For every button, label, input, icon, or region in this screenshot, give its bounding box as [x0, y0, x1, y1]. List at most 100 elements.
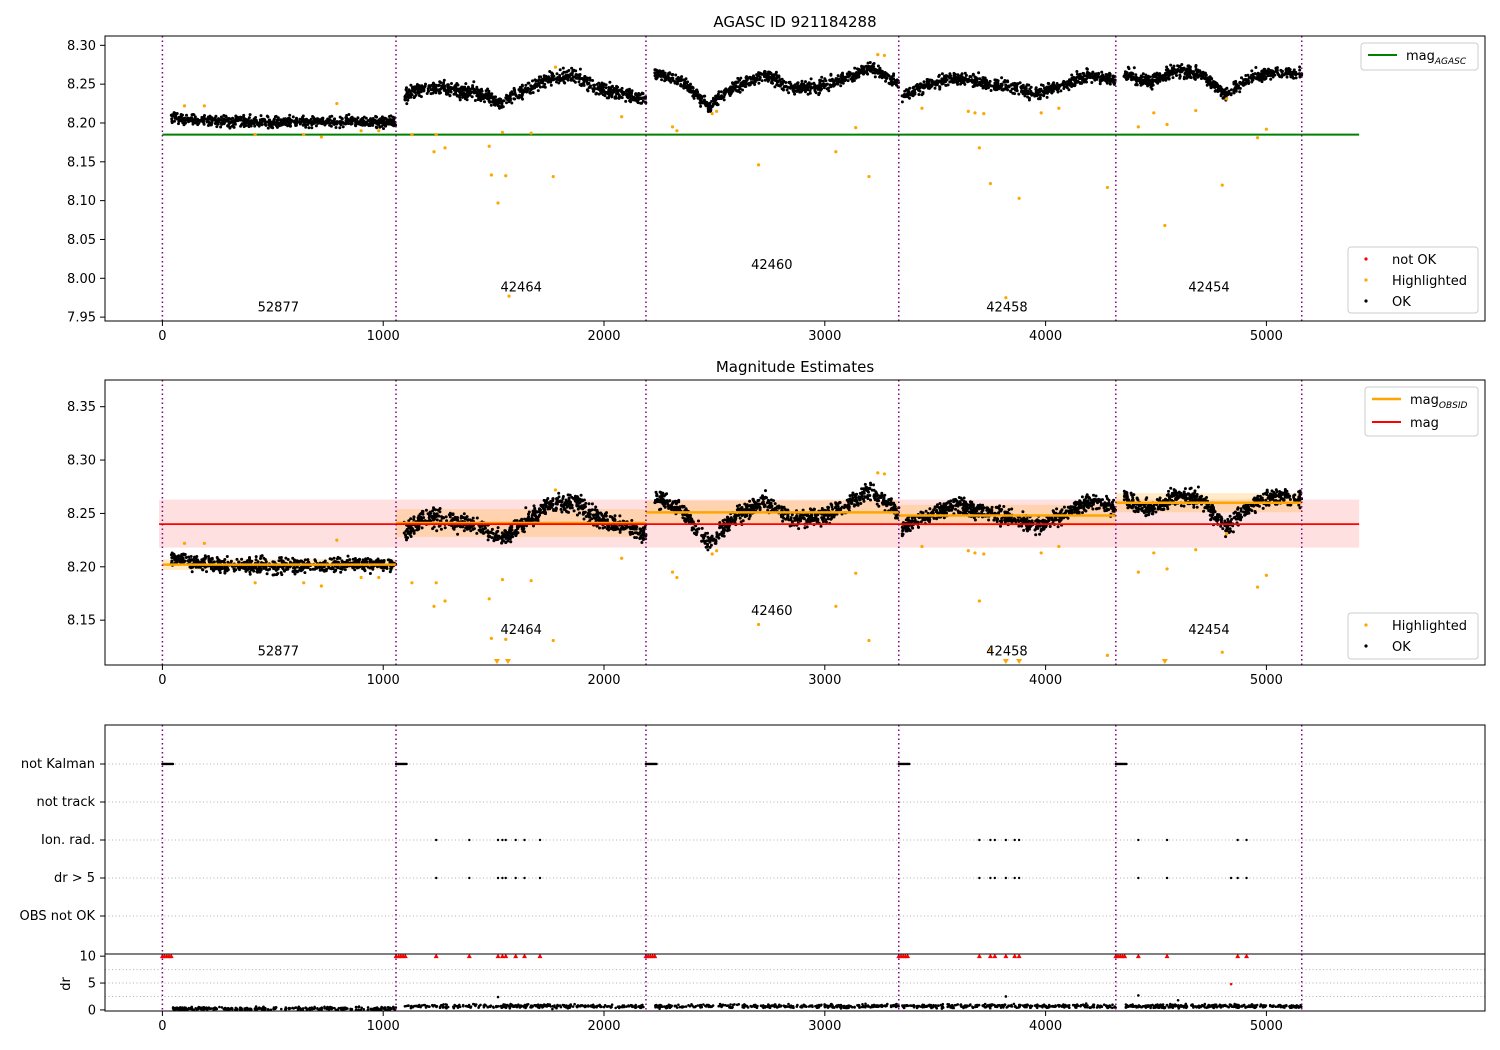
ok-point — [1297, 72, 1301, 76]
ok-point — [853, 66, 857, 70]
ok-point — [493, 103, 497, 107]
ok-point — [195, 558, 199, 562]
ok-point — [763, 70, 767, 74]
ok-point — [1146, 77, 1150, 81]
ok-point — [260, 123, 264, 127]
ok-point — [1196, 69, 1200, 73]
ok-point — [959, 82, 962, 86]
ok-point — [202, 120, 206, 124]
ok-point — [857, 67, 861, 71]
ok-point — [908, 96, 911, 100]
ok-point — [969, 75, 973, 79]
ok-point — [1014, 88, 1017, 92]
ok-point — [226, 560, 230, 564]
ok-point — [1254, 66, 1258, 69]
highlighted-point — [1105, 185, 1110, 190]
ok-point — [979, 82, 983, 86]
ok-point — [925, 83, 929, 87]
ok-point — [388, 570, 392, 574]
ok-point — [760, 79, 764, 83]
ok-point — [775, 83, 779, 87]
ok-point — [520, 88, 524, 92]
ok-point — [282, 117, 286, 121]
ok-point — [232, 125, 236, 129]
ok-point — [247, 116, 251, 120]
ok-point — [374, 125, 378, 129]
ok-point — [620, 86, 624, 90]
ok-point — [630, 95, 634, 99]
ok-point — [529, 91, 533, 95]
ok-point — [217, 558, 221, 562]
ok-point — [529, 88, 533, 92]
ok-point — [1203, 77, 1207, 81]
ok-point — [722, 95, 726, 99]
ok-point — [527, 515, 531, 519]
ok-point — [922, 86, 926, 90]
ok-point — [836, 74, 840, 78]
ok-point — [435, 529, 439, 533]
ok-point — [839, 80, 843, 83]
highlighted-point — [1255, 136, 1260, 140]
ok-point — [403, 98, 407, 102]
ok-point — [344, 122, 347, 126]
ok-point — [175, 559, 179, 562]
ok-point — [682, 84, 686, 87]
ok-point — [948, 76, 952, 80]
ok-point — [433, 83, 436, 87]
ok-point — [385, 565, 388, 569]
ok-point — [204, 555, 208, 559]
highlighted-point — [1165, 122, 1169, 127]
ok-point — [732, 82, 736, 86]
ok-point — [467, 90, 471, 94]
ok-point — [549, 83, 553, 87]
y-tick-label: 8.15 — [67, 155, 96, 170]
highlighted-point — [973, 111, 977, 115]
ok-point — [437, 524, 441, 528]
ok-point — [564, 76, 568, 80]
ok-point — [431, 81, 435, 85]
ok-point — [582, 83, 586, 87]
ok-point — [212, 560, 216, 564]
ok-point — [484, 89, 488, 93]
ok-point — [296, 569, 300, 573]
highlighted-point — [551, 174, 555, 179]
ok-point — [642, 96, 646, 100]
ok-point — [933, 86, 937, 90]
ok-point — [1105, 79, 1109, 83]
ok-point — [593, 508, 597, 512]
ok-point — [715, 95, 719, 99]
ok-point — [621, 92, 624, 96]
ok-point — [458, 525, 462, 529]
ok-point — [715, 103, 719, 107]
ok-point — [177, 122, 180, 126]
ok-point — [248, 560, 252, 564]
ok-point — [412, 531, 416, 535]
ok-point — [1015, 84, 1019, 88]
ok-point — [670, 73, 674, 77]
ok-point — [886, 73, 890, 77]
ok-point — [1047, 82, 1051, 86]
ok-point — [1000, 88, 1004, 92]
ok-point — [876, 70, 880, 74]
ok-point — [963, 71, 967, 75]
ok-point — [339, 570, 343, 574]
y-tick-label: 7.95 — [67, 311, 96, 326]
ok-point — [524, 83, 528, 87]
highlighted-point — [1004, 296, 1008, 300]
ok-point — [429, 88, 433, 92]
ok-point — [570, 71, 574, 75]
ok-point — [1192, 70, 1196, 74]
ok-point — [594, 505, 598, 509]
ok-point — [1070, 73, 1074, 77]
ok-point — [565, 510, 569, 514]
ok-point — [705, 100, 708, 104]
ok-point — [187, 560, 191, 564]
ok-point — [1240, 76, 1243, 80]
ok-point — [539, 80, 543, 84]
ok-point — [641, 99, 645, 103]
ok-point — [353, 559, 357, 563]
ok-point — [592, 89, 596, 93]
ok-point — [994, 86, 998, 89]
highlighted-point — [966, 109, 970, 113]
ok-point — [413, 85, 417, 89]
